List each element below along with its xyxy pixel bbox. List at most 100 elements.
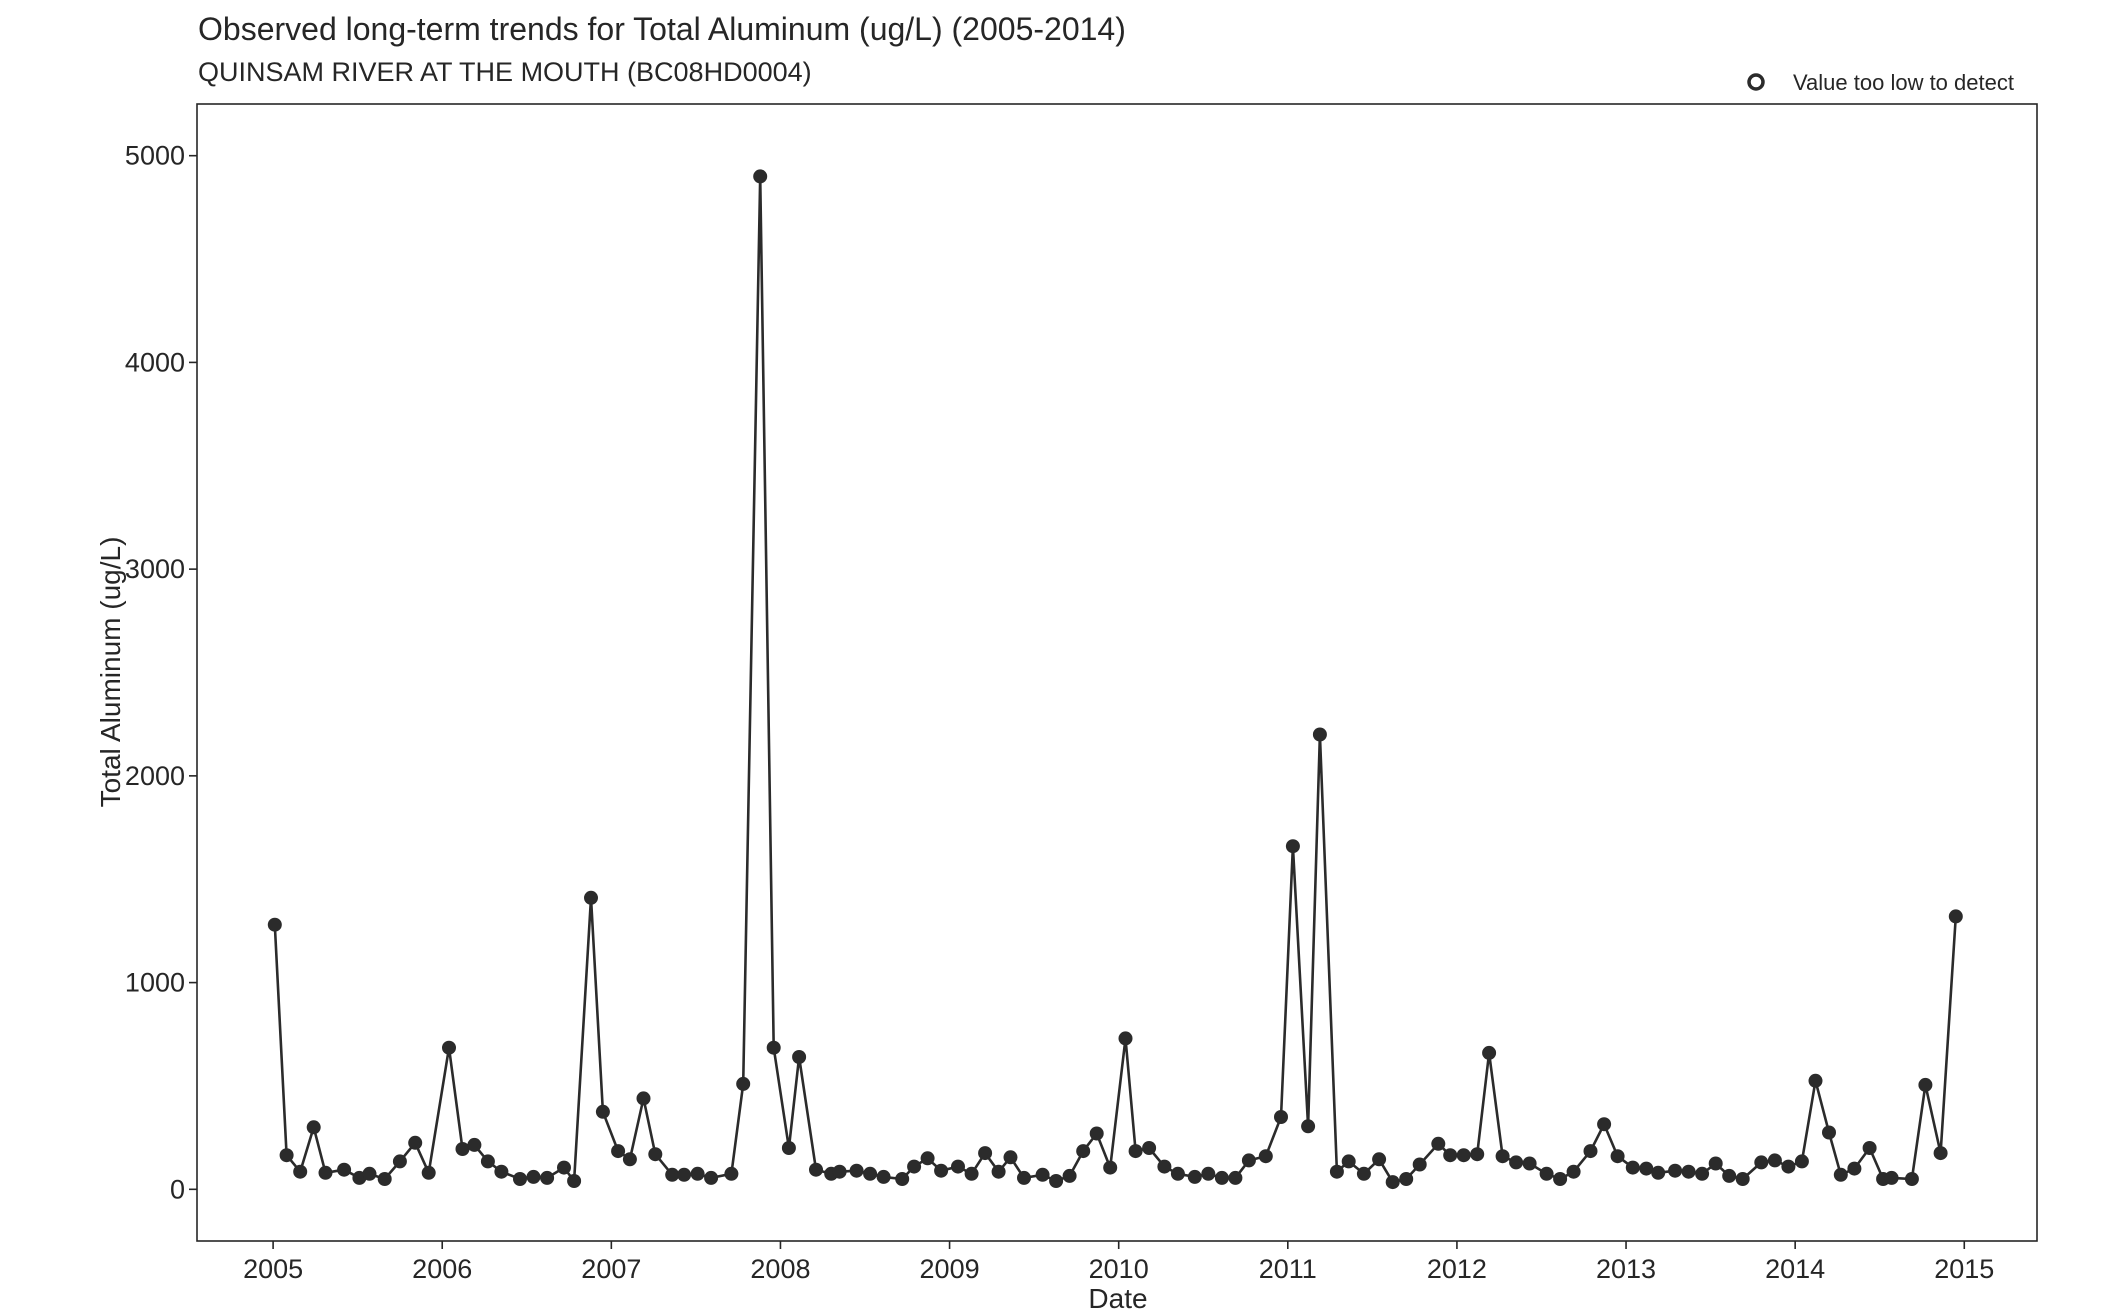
data-point [1017,1170,1031,1185]
data-point [279,1148,294,1163]
data-point [1049,1174,1064,1188]
x-tick-label: 2012 [1427,1254,1487,1284]
data-point [337,1162,352,1177]
data-point [442,1040,456,1055]
data-point [934,1163,949,1178]
data-point [1722,1168,1737,1183]
data-point [964,1166,979,1181]
x-tick-label: 2011 [1259,1254,1317,1284]
data-point [1735,1172,1750,1186]
data-point [1509,1155,1524,1170]
x-tick-label: 2008 [750,1254,810,1284]
data-point [1341,1154,1356,1169]
data-point [704,1170,719,1185]
data-point [978,1146,993,1161]
data-point [1157,1159,1172,1174]
data-point [1170,1166,1185,1181]
data-point [876,1169,891,1184]
data-point [526,1169,541,1184]
data-point [1285,839,1300,854]
data-point [648,1147,663,1162]
data-point [1187,1169,1202,1184]
data-point [1639,1161,1654,1176]
x-tick-label: 2015 [1934,1254,1994,1284]
x-tick-label: 2009 [920,1254,980,1284]
data-point [1356,1166,1371,1181]
data-point [362,1166,377,1181]
data-point [1274,1110,1288,1124]
data-point [1062,1168,1077,1183]
data-point [1228,1170,1243,1185]
legend-label: Value too low to detect [1793,70,2014,95]
data-point [318,1165,333,1180]
data-point [1076,1144,1091,1159]
data-point [1681,1164,1696,1179]
data-point [557,1160,571,1175]
data-point [1241,1153,1256,1168]
data-point [1566,1164,1581,1179]
data-point [1118,1031,1133,1046]
data-point [907,1159,922,1174]
y-axis-title: Total Aluminum (ug/L) [95,537,126,808]
data-point [1651,1165,1666,1180]
data-point [513,1172,527,1186]
data-point [1522,1156,1537,1171]
data-point [1258,1149,1273,1164]
data-point [1329,1164,1344,1179]
data-point [1128,1144,1143,1159]
data-point [1754,1155,1769,1170]
data-point [1695,1166,1710,1181]
y-tick-label: 2000 [125,761,185,791]
data-point [1495,1149,1510,1164]
data-point [1918,1077,1933,1092]
data-point [408,1135,423,1150]
y-tick-label: 1000 [125,968,185,998]
x-tick-label: 2013 [1596,1254,1656,1284]
data-point [1583,1144,1598,1159]
data-point [622,1152,637,1167]
data-point [920,1151,935,1166]
data-point [1470,1147,1485,1162]
data-point [480,1154,495,1169]
data-point [1372,1152,1387,1167]
data-point [267,917,282,932]
data-point [1822,1125,1836,1140]
data-point [1482,1045,1497,1060]
data-point [306,1120,321,1135]
y-tick-label: 5000 [125,141,185,171]
data-point [1431,1136,1446,1151]
y-tick-label: 3000 [125,554,185,584]
data-point [1668,1163,1683,1178]
data-point [636,1091,651,1106]
data-point [1610,1149,1625,1164]
x-tick-label: 2014 [1765,1254,1825,1284]
data-point [455,1142,470,1156]
data-point [895,1172,910,1186]
data-point [1948,909,1963,924]
data-point [611,1144,626,1159]
data-point [991,1164,1006,1179]
data-point [1781,1159,1796,1174]
data-point [494,1164,509,1179]
data-point [421,1165,436,1180]
data-point [753,169,768,184]
data-point [781,1141,796,1155]
data-point [1625,1160,1640,1175]
data-point [1443,1148,1458,1163]
data-point [1767,1153,1782,1168]
chart-subtitle: QUINSAM RIVER AT THE MOUTH (BC08HD0004) [198,57,812,87]
x-tick-label: 2010 [1089,1254,1149,1284]
data-point [665,1167,680,1182]
data-point [293,1164,308,1179]
data-point [766,1040,781,1055]
x-tick-label: 2006 [412,1254,472,1284]
series-line [273,175,1958,1184]
chart-title: Observed long-term trends for Total Alum… [198,11,1126,47]
data-point [1201,1166,1216,1181]
data-point [1089,1126,1104,1141]
data-point [1862,1141,1877,1155]
data-point [540,1170,555,1185]
data-point [467,1137,482,1152]
data-point [1553,1172,1568,1186]
